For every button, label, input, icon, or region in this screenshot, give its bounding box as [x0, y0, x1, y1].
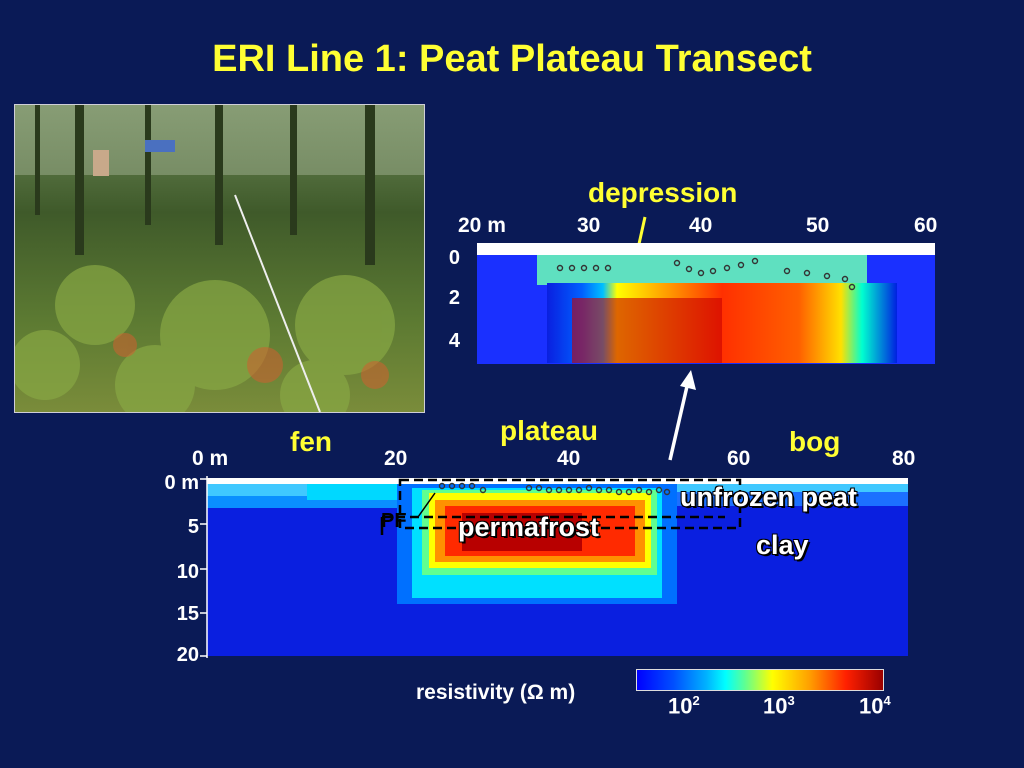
main-y-tick: 15: [176, 603, 199, 625]
top-y-tick: 4: [448, 330, 460, 352]
top-y-tick: 2: [448, 287, 460, 309]
main-x-tick: 0 m: [192, 447, 229, 470]
zoom-region-outline: [380, 478, 742, 535]
main-y-tick: 0 m: [164, 472, 199, 494]
top-x-tick: 20 m: [458, 214, 506, 237]
colorbar-tick: 104: [859, 693, 891, 719]
main-x-tick: 20: [384, 447, 408, 470]
main-y-tick: 20: [176, 644, 199, 666]
colorbar-tick: 102: [668, 693, 700, 719]
zoom-arrow: [668, 370, 696, 461]
main-resistivity-section: [207, 478, 908, 656]
top-x-tick: 30: [577, 214, 601, 237]
unfrozen-peat-label: unfrozen peat: [680, 482, 858, 512]
main-x-tick: 80: [892, 447, 916, 470]
axis-tick-marks: [200, 476, 208, 658]
top-x-tick: 40: [689, 214, 713, 237]
slide-title: ERI Line 1: Peat Plateau Transect: [212, 38, 812, 80]
field-photo: [14, 104, 425, 413]
fen-label: fen: [290, 426, 332, 457]
depression-label: depression: [588, 177, 738, 208]
sensor-markers: [556, 257, 856, 291]
top-x-tick: 60: [914, 214, 938, 237]
main-x-tick: 40: [557, 447, 581, 470]
pf-marker: PF: [381, 510, 407, 532]
sensor-markers: [438, 482, 671, 496]
top-y-tick: 0: [448, 247, 460, 269]
permafrost-label: permafrost: [458, 512, 600, 542]
main-y-tick: 5: [187, 516, 199, 538]
plateau-label: plateau: [500, 415, 599, 446]
bog-label: bog: [789, 426, 841, 457]
clay-label: clay: [756, 530, 809, 560]
colorbar-label: resistivity (Ω m): [416, 681, 576, 704]
top-resistivity-section: [477, 243, 935, 364]
main-y-tick: 10: [176, 561, 199, 583]
top-x-tick: 50: [806, 214, 830, 237]
main-x-tick: 60: [727, 447, 751, 470]
colorbar-tick: 103: [763, 693, 795, 719]
resistivity-colorbar: [636, 669, 884, 691]
